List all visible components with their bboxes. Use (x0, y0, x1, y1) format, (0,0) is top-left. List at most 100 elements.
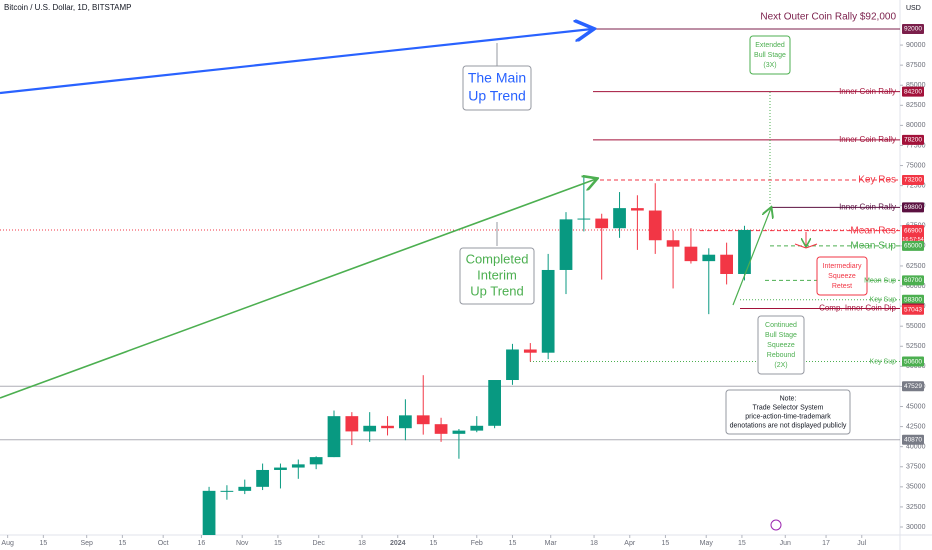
candle-body (327, 416, 341, 458)
annotation-text: Interim (477, 267, 517, 282)
price-label-bg (902, 225, 924, 236)
candle-body (631, 208, 644, 211)
candle-body (291, 464, 305, 468)
currency: USD (906, 5, 921, 12)
chart-title: Bitcoin / U.S. Dollar, 1D, BITSTAMP (4, 3, 131, 12)
x-tick-label: 15 (738, 540, 746, 547)
candle-body (684, 246, 698, 262)
y-tick-label: 30000 (906, 524, 926, 531)
price-label-bg (902, 294, 924, 305)
price-label: 84200 (904, 88, 922, 95)
annotation-text: Up Trend (468, 88, 526, 104)
interim-trend-line (0, 179, 596, 399)
rebound-line (732, 208, 771, 306)
price-label-bg (902, 434, 924, 445)
annotation-text: Completed (466, 251, 529, 266)
candle-body (309, 457, 323, 465)
annotation-text: Trade Selector System (753, 404, 824, 411)
price-label-bg (902, 275, 924, 286)
candle-body (541, 269, 555, 353)
x-tick-label: 15 (509, 540, 517, 547)
price-label: 40870 (904, 436, 922, 443)
x-tick-label: 2024 (390, 540, 406, 547)
price-label: 73200 (904, 177, 922, 184)
x-tick-label: Mar (545, 540, 558, 547)
level-text: Inner Coin Rally (839, 87, 896, 96)
annotation-box (462, 65, 532, 111)
candle-body (738, 229, 751, 274)
x-tick-label: Aug (1, 540, 14, 547)
annotation-text: price-action-time-trademark (745, 413, 831, 420)
candle-body (648, 210, 662, 241)
candle-body (452, 430, 466, 434)
price-label-bg (902, 86, 924, 97)
price-label: 92000 (904, 26, 922, 33)
annotation-text: Bull Stage (754, 52, 786, 59)
price-label: 78200 (904, 137, 922, 144)
y-tick-label: 82500 (906, 102, 926, 109)
candle-body (256, 469, 269, 487)
level-text: Mean Res (850, 225, 896, 236)
candle-body (274, 467, 287, 470)
x-tick-label: 15 (662, 540, 670, 547)
x-tick-label: 18 (590, 540, 598, 547)
x-tick-label: 18 (358, 540, 366, 547)
x-tick-label: 15 (118, 540, 126, 547)
x-tick-label: 16 (198, 540, 206, 547)
annotation-box (816, 256, 868, 296)
level-text: Next Outer Coin Rally $92,000 (760, 12, 896, 23)
y-tick-label: 50000 (906, 363, 926, 370)
candle-body (702, 254, 716, 262)
event-icon (770, 519, 782, 531)
candle-body (523, 349, 537, 353)
x-tick-label: Jun (780, 540, 791, 547)
annotation-box (459, 247, 535, 305)
price-label-bg (902, 24, 924, 35)
candle-body (720, 254, 734, 274)
x-tick-label: Apr (624, 540, 636, 547)
candle-body (595, 218, 609, 229)
annotation-text: Note: (780, 395, 797, 402)
x-tick-label: May (700, 540, 714, 547)
main-trend-line (0, 29, 592, 95)
retest-arrow (805, 243, 818, 249)
drawings (0, 29, 818, 531)
x-tick-label: Dec (312, 540, 325, 547)
price-label-bg (902, 240, 924, 251)
price-label-bg (902, 234, 924, 244)
annotation-text: Squeeze (828, 273, 856, 280)
price-label-bg (902, 134, 924, 145)
candle-body (666, 240, 680, 247)
retest-arrow (794, 243, 807, 249)
y-tick-label: 37500 (906, 464, 926, 471)
level-text: Key Sup (870, 358, 897, 365)
annotation-box (757, 315, 805, 375)
y-tick-label: 72500 (906, 182, 926, 189)
price-label-bg (902, 381, 924, 392)
level-text: Key Sup (870, 297, 897, 304)
x-tick-label: Oct (158, 540, 169, 547)
price-label-bg (902, 175, 924, 186)
x-tick-label: Jul (857, 540, 866, 547)
price-label: 65000 (904, 243, 922, 250)
price-label: 47529 (904, 383, 922, 390)
annotation-text: Intermediary (823, 263, 862, 270)
level-text: Inner Coin Rally (839, 202, 896, 211)
y-tick-label: 85000 (906, 82, 926, 89)
level-text: Mean Sup (850, 241, 896, 252)
annotation-text: Rebound (767, 352, 796, 359)
candle-body (559, 219, 573, 270)
candle-body (363, 425, 377, 432)
levels (0, 28, 900, 441)
annotation-text: Continued (765, 322, 797, 329)
y-tick-label: 75000 (906, 162, 926, 169)
x-tick-label: Nov (236, 540, 249, 547)
price-label-bg (902, 304, 924, 315)
level-text: Key Res (858, 175, 896, 186)
price-label-bg (902, 356, 924, 367)
y-tick-label: 77500 (906, 142, 926, 149)
x-tick-label: 17 (822, 540, 830, 547)
y-tick-label: 42500 (906, 423, 926, 430)
